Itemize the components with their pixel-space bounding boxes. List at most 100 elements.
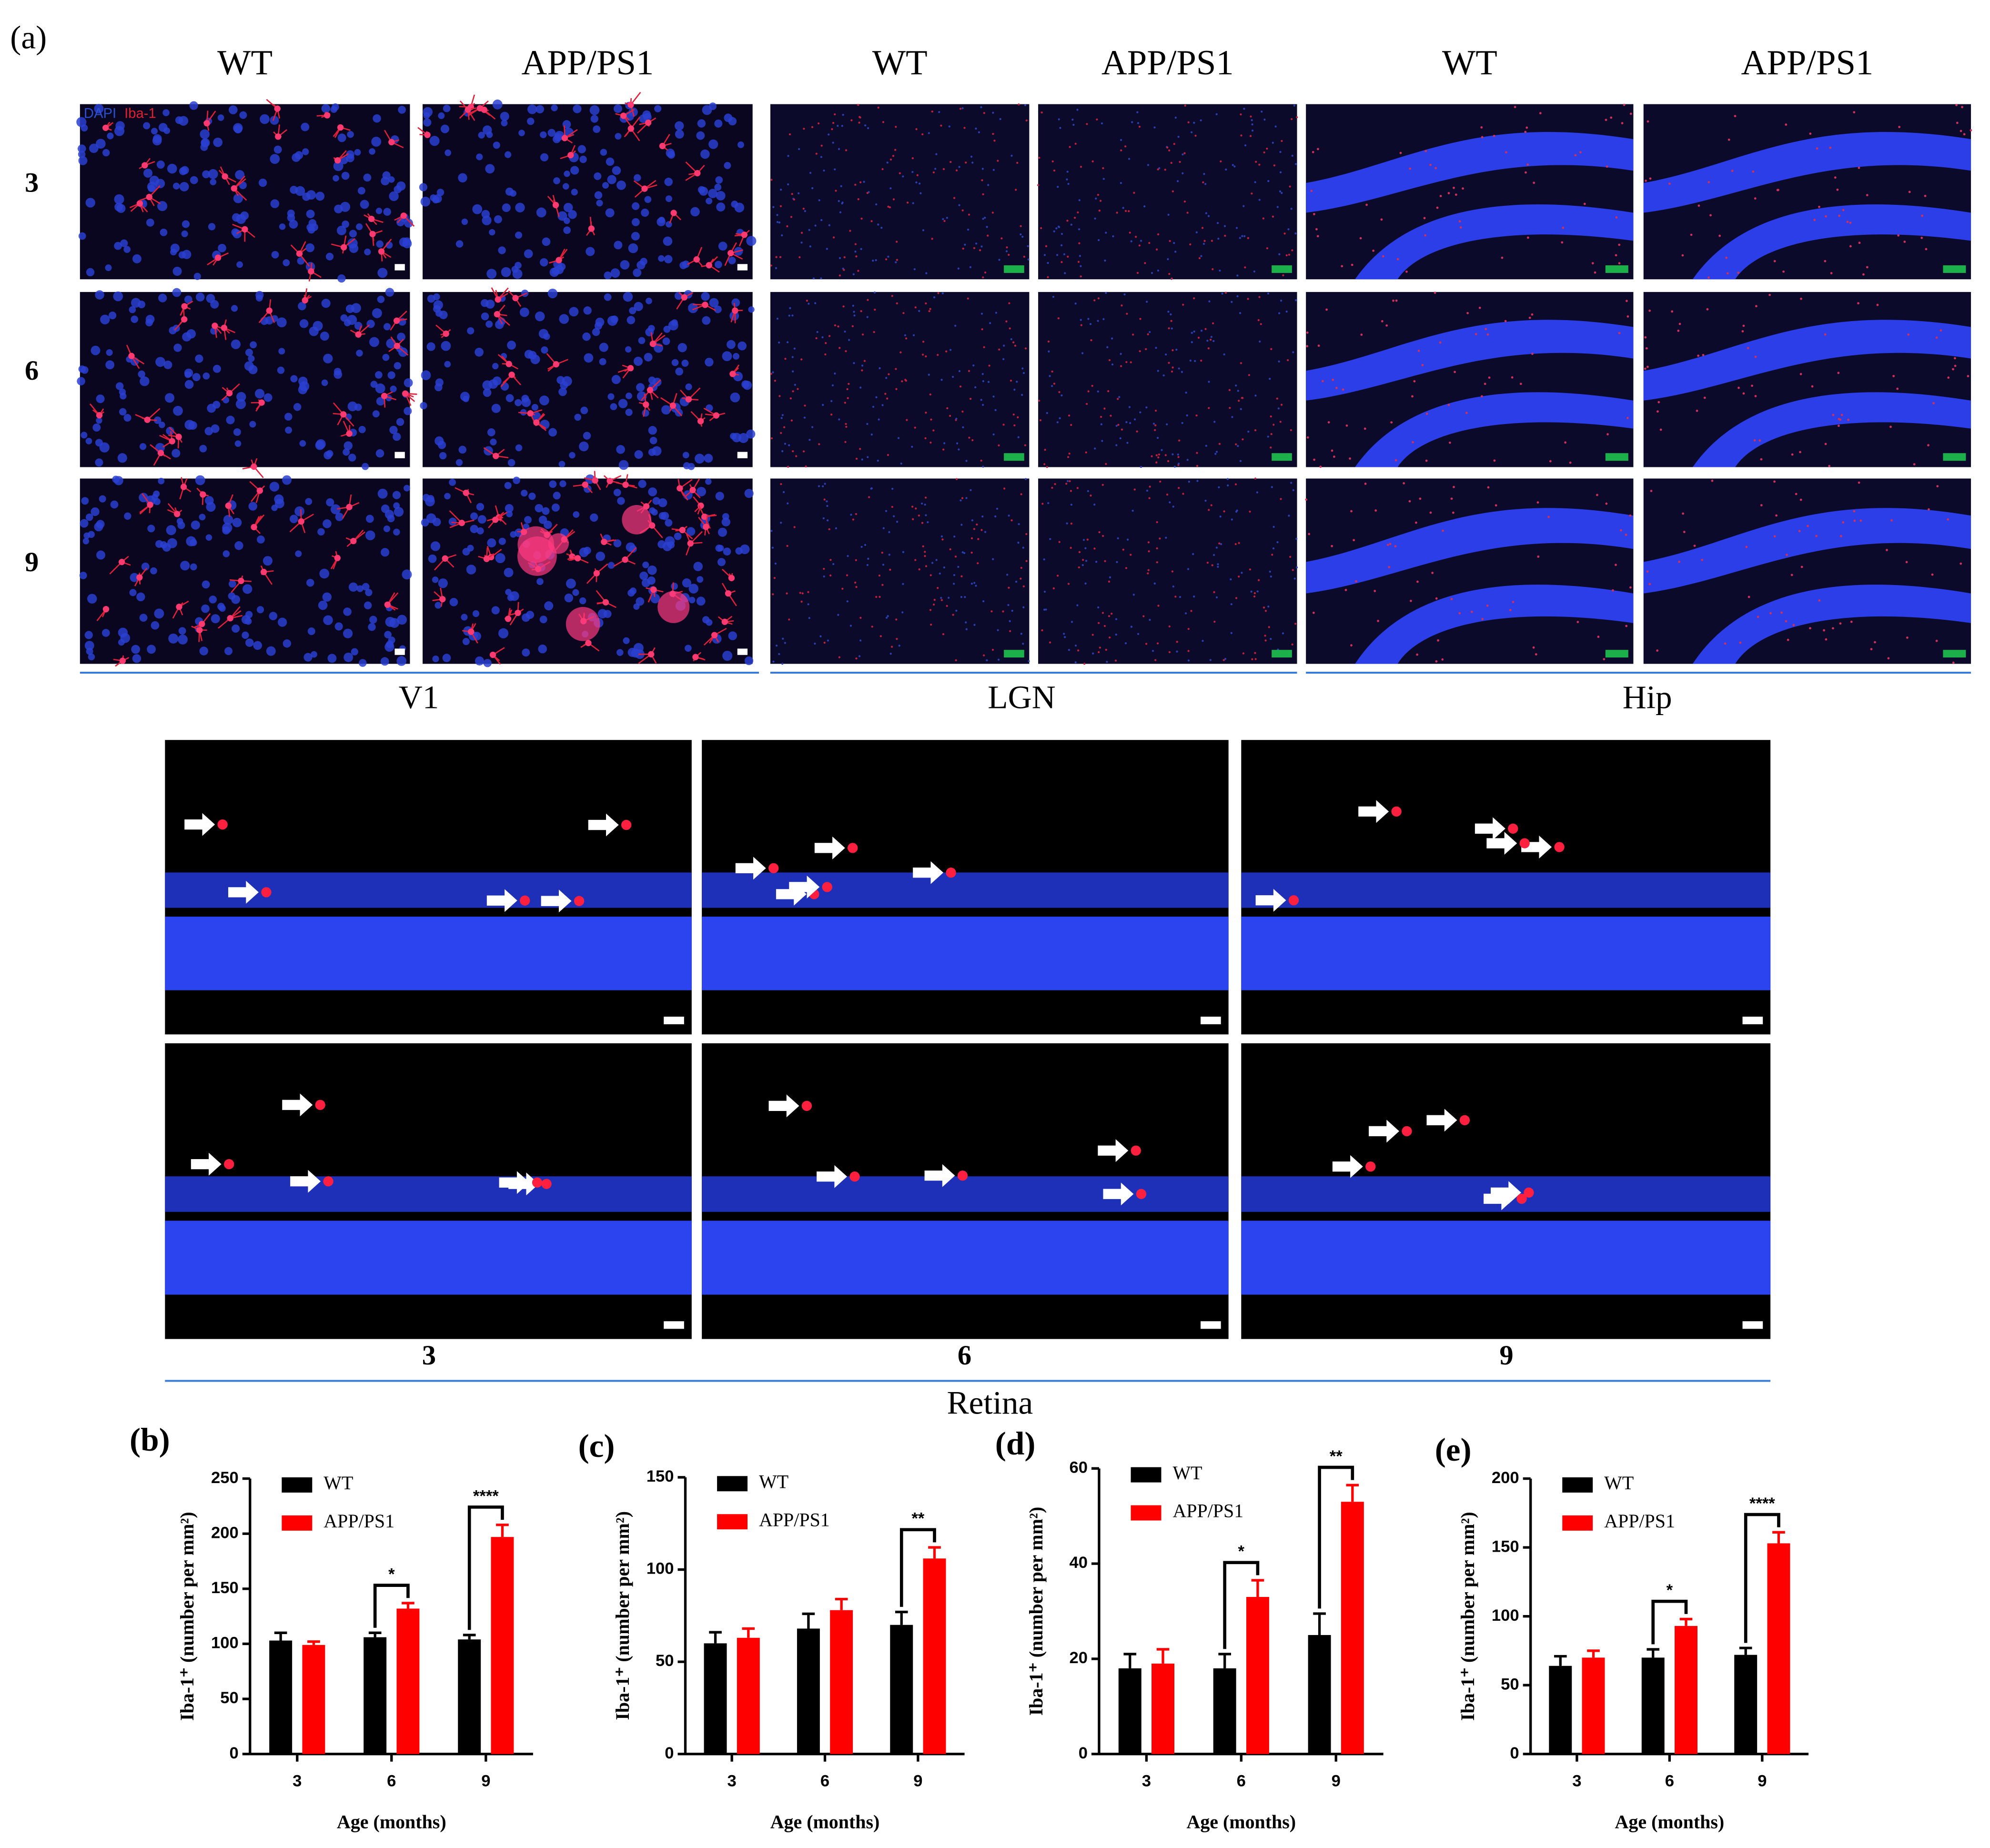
speck: [890, 646, 893, 648]
speck: [1832, 414, 1835, 416]
speck: [1118, 396, 1121, 398]
speck: [1010, 379, 1012, 382]
bar: [923, 1558, 946, 1754]
speck: [1591, 262, 1594, 264]
speck: [1200, 329, 1203, 332]
column-header: WT: [1442, 43, 1497, 82]
speck: [812, 277, 815, 280]
speck: [1202, 242, 1205, 245]
speck: [1780, 611, 1783, 614]
speck: [1583, 202, 1586, 205]
speck: [1145, 643, 1148, 645]
arrow: [735, 857, 766, 880]
nucleus: [623, 637, 630, 644]
speck: [1564, 441, 1566, 444]
speck: [1128, 406, 1131, 408]
speck: [982, 276, 984, 279]
nucleus: [436, 189, 444, 196]
nucleus: [421, 370, 431, 380]
speck: [1155, 248, 1158, 251]
speck: [771, 546, 774, 549]
nucleus: [485, 164, 495, 174]
speck: [1272, 547, 1275, 550]
speck: [1645, 180, 1647, 182]
speck: [1120, 365, 1122, 367]
nucleus: [648, 325, 655, 332]
nucleus: [476, 153, 483, 161]
speck: [1626, 300, 1628, 303]
speck: [1870, 648, 1873, 650]
scale-bar: [1742, 1016, 1763, 1024]
nucleus: [131, 645, 141, 654]
nucleus: [327, 654, 337, 663]
speck: [1187, 568, 1190, 570]
speck: [1097, 297, 1100, 300]
microglia: [569, 553, 576, 560]
scale-bar: [737, 452, 748, 458]
legend-swatch: [1562, 1477, 1593, 1493]
microglia: [729, 371, 736, 377]
speck: [924, 504, 926, 506]
nucleus: [323, 519, 332, 528]
scale-bar: [737, 264, 748, 271]
outer-nuclear-layer: [702, 917, 1229, 990]
nucleus: [393, 433, 401, 441]
microglia: [592, 477, 598, 484]
speck: [1087, 490, 1089, 493]
speck: [837, 614, 839, 616]
speck: [799, 592, 801, 594]
speck: [1168, 149, 1171, 151]
speck: [1254, 652, 1256, 654]
nucleus: [476, 527, 484, 535]
speck: [1214, 453, 1217, 455]
speck: [1172, 366, 1174, 369]
speck: [1182, 493, 1184, 495]
nucleus: [195, 293, 205, 302]
nucleus: [505, 394, 514, 403]
nucleus: [270, 116, 279, 125]
plaque: [622, 505, 652, 535]
speck: [1512, 601, 1515, 603]
speck: [1239, 460, 1242, 462]
speck: [1478, 306, 1481, 309]
retina-label: Retina: [947, 1384, 1033, 1421]
speck: [990, 610, 993, 613]
speck: [1488, 376, 1491, 379]
speck: [1084, 582, 1087, 585]
nucleus: [377, 268, 388, 278]
nucleus: [172, 182, 180, 190]
speck: [881, 584, 884, 586]
microglia: [222, 173, 228, 180]
nucleus: [553, 135, 561, 143]
nucleus: [444, 361, 451, 368]
speck: [800, 241, 803, 244]
speck: [951, 375, 954, 378]
speck: [778, 221, 781, 224]
significance-bracket: [1223, 1561, 1260, 1649]
speck: [1335, 387, 1338, 389]
speck: [867, 299, 869, 301]
speck: [1132, 333, 1134, 336]
nucleus: [299, 381, 310, 392]
microglia: [147, 501, 153, 508]
speck: [1017, 436, 1020, 438]
y-tick-label: 150: [211, 1579, 239, 1597]
speck: [1165, 353, 1167, 356]
speck: [1267, 180, 1270, 182]
speck: [786, 225, 788, 228]
x-tick-label: 3: [727, 1772, 737, 1790]
speck: [1133, 192, 1135, 194]
speck: [1267, 606, 1270, 608]
speck: [1706, 308, 1709, 311]
speck: [1068, 414, 1071, 417]
speck: [775, 256, 778, 258]
significance-label: **: [1330, 1447, 1343, 1465]
nucleus: [373, 114, 381, 123]
nucleus: [607, 393, 615, 400]
speck: [922, 341, 925, 343]
speck: [1952, 661, 1955, 664]
x-tick-label: 9: [481, 1772, 490, 1790]
speck: [949, 548, 951, 551]
speck: [1078, 242, 1081, 244]
speck: [1002, 424, 1005, 426]
